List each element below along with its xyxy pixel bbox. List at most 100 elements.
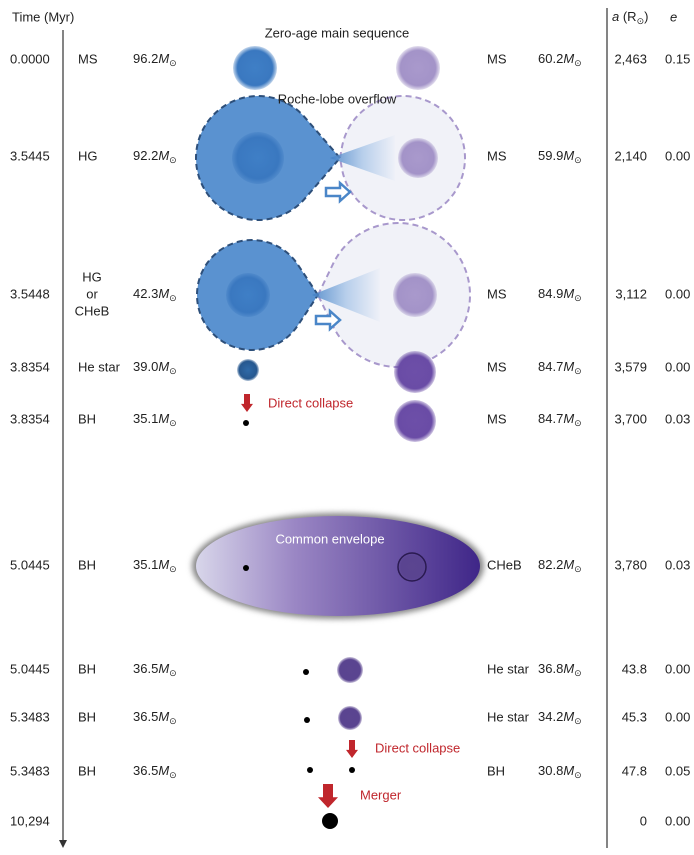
mass-symbol: M xyxy=(158,661,169,676)
mass: 34.2M⊙ xyxy=(538,709,582,726)
mass-symbol: M xyxy=(158,359,169,374)
common-envelope xyxy=(196,516,480,616)
star1-type: MS xyxy=(78,51,98,66)
mass-value: 59.9 xyxy=(538,148,563,163)
mass-symbol: M xyxy=(158,763,169,778)
star1-type: BH xyxy=(78,709,96,724)
mass: 35.1M⊙ xyxy=(133,411,177,428)
mass-symbol: M xyxy=(563,286,574,301)
mass: 36.8M⊙ xyxy=(538,661,582,678)
header-a-part: a xyxy=(612,9,619,24)
mass-value: 36.5 xyxy=(133,661,158,676)
eccentricity: 0.00 xyxy=(665,359,690,374)
separation: 3,780 xyxy=(614,557,647,572)
mass-symbol: M xyxy=(563,557,574,572)
mass: 92.2M⊙ xyxy=(133,148,177,165)
star xyxy=(396,46,440,90)
mass-subscript: ⊙ xyxy=(574,716,582,726)
mass-value: 42.3 xyxy=(133,286,158,301)
mass-value: 36.8 xyxy=(538,661,563,676)
star1-type: or xyxy=(86,286,98,301)
eccentricity: 0.05 xyxy=(665,763,690,778)
eccentricity: 0.15 xyxy=(665,51,690,66)
mass-symbol: M xyxy=(563,51,574,66)
mass-subscript: ⊙ xyxy=(574,155,582,165)
mass-subscript: ⊙ xyxy=(169,668,177,678)
star2-type: CHeB xyxy=(487,557,522,572)
mass: 36.5M⊙ xyxy=(133,661,177,678)
mass-symbol: M xyxy=(563,763,574,778)
star xyxy=(394,400,436,442)
mass-subscript: ⊙ xyxy=(169,366,177,376)
separation: 3,112 xyxy=(615,286,647,301)
time: 3.8354 xyxy=(10,359,50,374)
mass-value: 36.5 xyxy=(133,709,158,724)
star xyxy=(394,351,436,393)
red-arrow xyxy=(241,394,253,412)
time: 10,294 xyxy=(10,813,50,828)
star2-type: MS xyxy=(487,411,507,426)
mass-symbol: M xyxy=(563,411,574,426)
mass-subscript: ⊙ xyxy=(169,770,177,780)
header-e: e xyxy=(670,9,677,24)
header-a: a (R⊙) xyxy=(612,9,648,26)
star xyxy=(397,552,427,582)
mass-subscript: ⊙ xyxy=(169,418,177,428)
separation: 47.8 xyxy=(622,763,647,778)
mass-subscript: ⊙ xyxy=(574,770,582,780)
eccentricity: 0.00 xyxy=(665,148,690,163)
header-time: Time (Myr) xyxy=(12,9,74,24)
mass-value: 84.9 xyxy=(538,286,563,301)
star xyxy=(303,669,309,675)
transfer-arrow xyxy=(314,308,342,332)
annotation: Common envelope xyxy=(275,531,384,546)
star xyxy=(304,717,310,723)
mass: 42.3M⊙ xyxy=(133,286,177,303)
mass-subscript: ⊙ xyxy=(574,564,582,574)
mass-symbol: M xyxy=(563,661,574,676)
mass-value: 60.2 xyxy=(538,51,563,66)
star1-type: HG xyxy=(82,269,102,284)
mass-value: 96.2 xyxy=(133,51,158,66)
star xyxy=(233,46,277,90)
star xyxy=(398,138,438,178)
mass-value: 92.2 xyxy=(133,148,158,163)
time: 5.3483 xyxy=(10,709,50,724)
annotation: Merger xyxy=(360,787,402,802)
star xyxy=(393,273,437,317)
mass: 39.0M⊙ xyxy=(133,359,177,376)
star2-type: MS xyxy=(487,286,507,301)
time-axis-arrow xyxy=(59,840,67,848)
mass-value: 35.1 xyxy=(133,557,158,572)
separation: 45.3 xyxy=(622,709,647,724)
eccentricity: 0.00 xyxy=(665,661,690,676)
mass-subscript: ⊙ xyxy=(574,668,582,678)
mass-stream xyxy=(312,268,380,322)
eccentricity: 0.00 xyxy=(665,286,690,301)
star xyxy=(322,813,338,829)
time: 0.0000 xyxy=(10,51,50,66)
star xyxy=(337,657,363,683)
eccentricity: 0.03 xyxy=(665,557,690,572)
header-a-part: ⊙ xyxy=(637,16,645,26)
mass-subscript: ⊙ xyxy=(169,155,177,165)
star2-type: MS xyxy=(487,359,507,374)
mass-symbol: M xyxy=(563,148,574,163)
mass-symbol: M xyxy=(158,411,169,426)
time: 5.0445 xyxy=(10,661,50,676)
star1-type: HG xyxy=(78,148,98,163)
eccentricity: 0.00 xyxy=(665,813,690,828)
star xyxy=(349,767,355,773)
mass-subscript: ⊙ xyxy=(169,564,177,574)
star2-type: He star xyxy=(487,709,530,724)
transfer-arrow xyxy=(324,180,352,204)
separation: 0 xyxy=(640,813,647,828)
mass: 30.8M⊙ xyxy=(538,763,582,780)
mass-value: 39.0 xyxy=(133,359,158,374)
star xyxy=(338,706,362,730)
mass: 96.2M⊙ xyxy=(133,51,177,68)
star xyxy=(226,273,270,317)
star1-type: CHeB xyxy=(75,303,110,318)
